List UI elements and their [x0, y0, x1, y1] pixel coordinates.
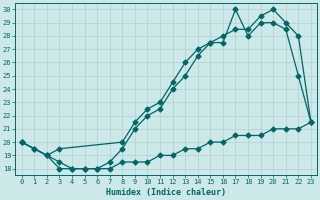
- X-axis label: Humidex (Indice chaleur): Humidex (Indice chaleur): [106, 188, 226, 197]
